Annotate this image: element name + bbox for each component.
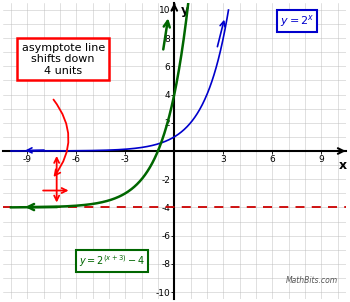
Text: $y = 2^{(x+3)} - 4$: $y = 2^{(x+3)} - 4$ <box>79 253 145 269</box>
Text: MathBits.com: MathBits.com <box>286 276 338 285</box>
Text: asymptote line
shifts down
4 units: asymptote line shifts down 4 units <box>22 43 105 76</box>
Text: x: x <box>338 159 346 172</box>
Text: $y = 2^x$: $y = 2^x$ <box>280 13 314 29</box>
Text: y: y <box>181 4 189 17</box>
